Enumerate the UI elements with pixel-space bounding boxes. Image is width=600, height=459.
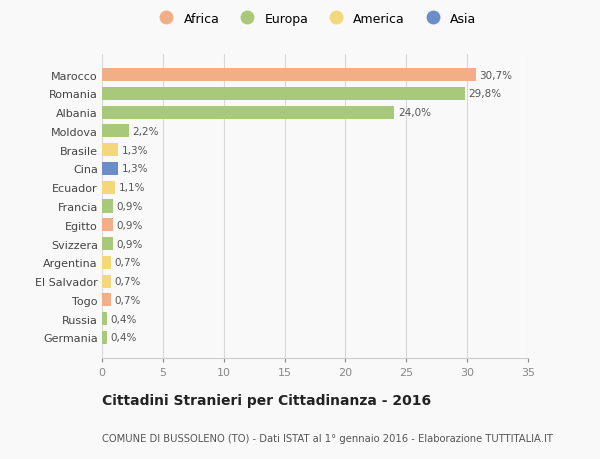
Bar [102,106,394,119]
Text: Cittadini Stranieri per Cittadinanza - 2016: Cittadini Stranieri per Cittadinanza - 2… [102,393,431,407]
Text: COMUNE DI BUSSOLENO (TO) - Dati ISTAT al 1° gennaio 2016 - Elaborazione TUTTITAL: COMUNE DI BUSSOLENO (TO) - Dati ISTAT al… [102,433,553,442]
Text: 0,9%: 0,9% [116,220,143,230]
Bar [102,69,476,82]
Text: 1,1%: 1,1% [119,183,146,193]
Text: 0,4%: 0,4% [110,333,137,343]
Text: 0,4%: 0,4% [110,314,137,324]
Legend: Africa, Europa, America, Asia: Africa, Europa, America, Asia [154,13,476,26]
Text: 0,7%: 0,7% [114,276,140,286]
Text: 1,3%: 1,3% [121,146,148,155]
Bar [102,256,110,269]
Text: 0,7%: 0,7% [114,295,140,305]
Text: 0,7%: 0,7% [114,258,140,268]
Bar [102,294,110,307]
Bar [102,237,113,251]
Bar [102,181,115,194]
Text: 29,8%: 29,8% [469,89,502,99]
Bar [102,331,107,344]
Bar [102,88,465,101]
Text: 0,9%: 0,9% [116,239,143,249]
Text: 0,9%: 0,9% [116,202,143,212]
Bar [102,125,129,138]
Bar [102,162,118,176]
Bar [102,313,107,325]
Bar [102,275,110,288]
Text: 1,3%: 1,3% [121,164,148,174]
Bar [102,144,118,157]
Bar [102,219,113,232]
Text: 24,0%: 24,0% [398,108,431,118]
Bar [102,200,113,213]
Text: 30,7%: 30,7% [479,70,512,80]
Text: 2,2%: 2,2% [133,127,159,137]
